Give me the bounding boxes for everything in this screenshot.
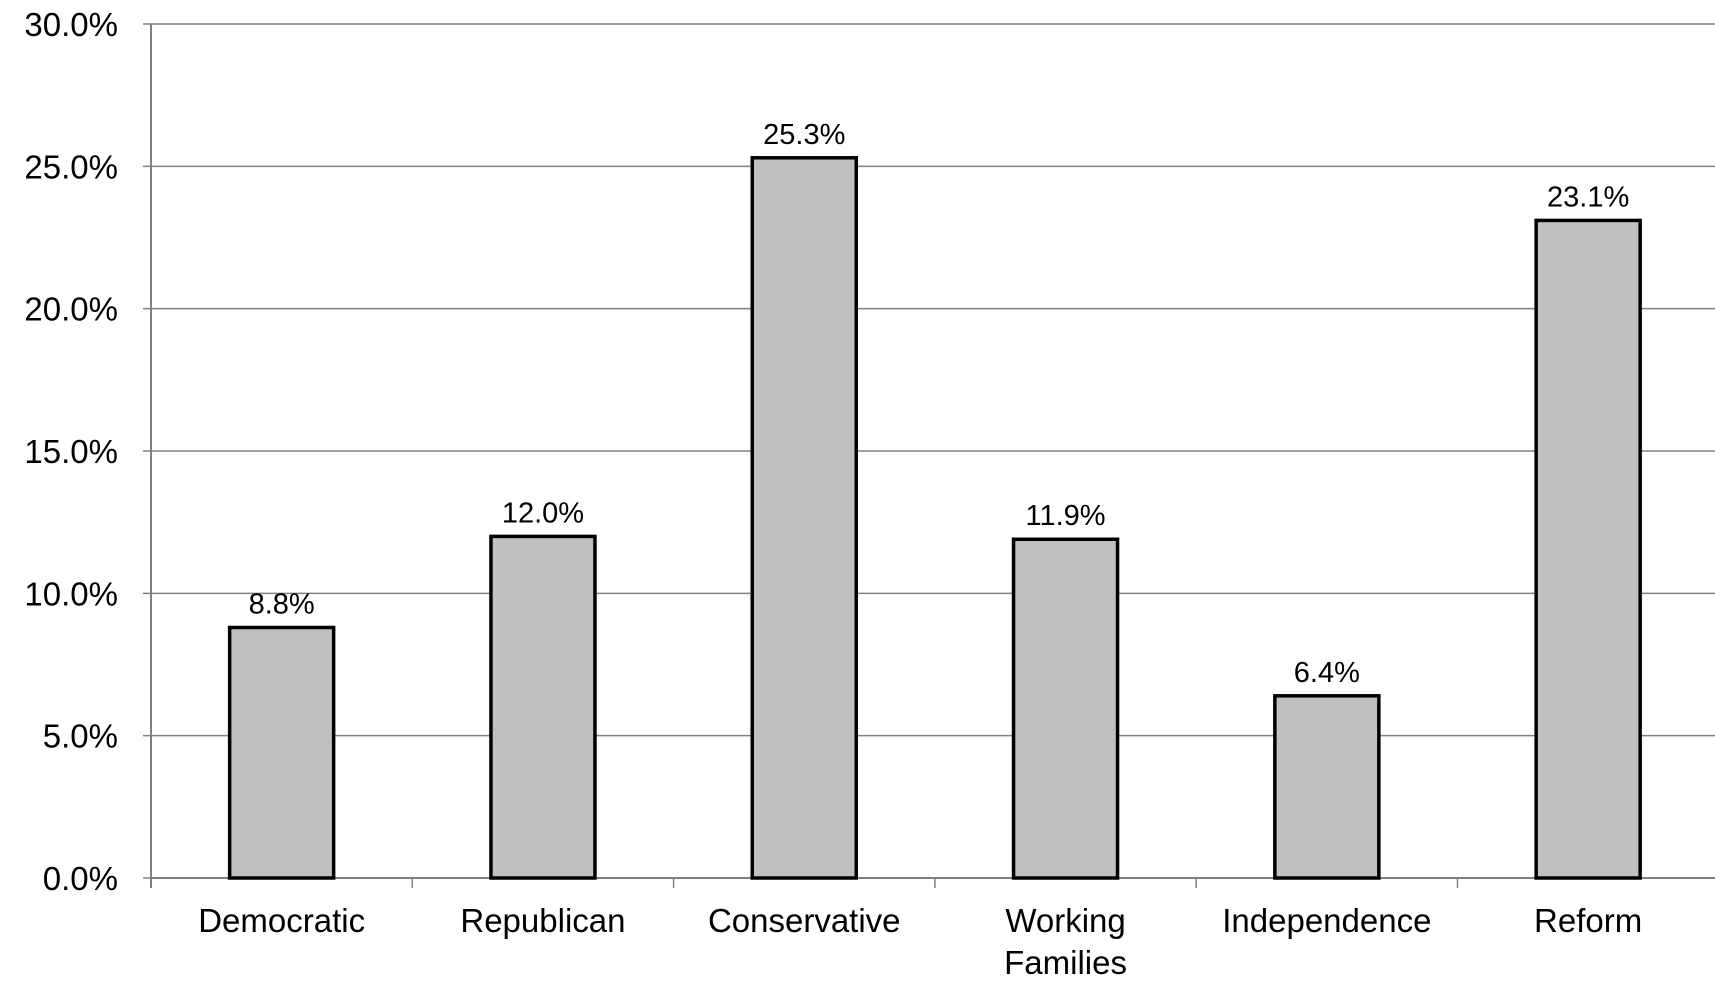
bar — [489, 534, 597, 880]
category-label: Working — [1005, 902, 1125, 939]
bar — [1273, 694, 1381, 880]
category-label: Reform — [1534, 902, 1642, 939]
data-label: 6.4% — [1294, 657, 1360, 689]
category-label: Independence — [1222, 902, 1431, 939]
gridlines — [143, 23, 1715, 879]
data-label: 11.9% — [1026, 500, 1106, 532]
bar — [1534, 218, 1642, 880]
category-label: Democratic — [198, 902, 365, 939]
category-label: Conservative — [708, 902, 901, 939]
data-label: 25.3% — [763, 119, 845, 151]
bar — [1011, 537, 1120, 880]
y-tick-label: 0.0% — [43, 860, 118, 897]
y-tick-label: 20.0% — [24, 291, 118, 328]
y-tick-label: 5.0% — [43, 718, 118, 755]
data-label: 8.8% — [249, 588, 315, 620]
data-label: 12.0% — [502, 497, 584, 529]
category-label: Republican — [460, 902, 625, 939]
y-tick-label: 15.0% — [24, 433, 118, 470]
y-tick-label: 25.0% — [24, 148, 118, 185]
axes — [150, 24, 1715, 888]
y-tick-label: 10.0% — [24, 575, 118, 612]
bar — [750, 156, 858, 880]
category-label: Families — [1004, 944, 1127, 981]
labels: 0.0% 5.0% 10.0% 15.0% 20.0% 25.0% 30.0% 8.8% Dem… — [24, 6, 1642, 981]
data-label: 23.1% — [1547, 181, 1629, 213]
y-tick-label: 30.0% — [24, 6, 118, 43]
bar — [227, 625, 336, 880]
bars — [227, 156, 1642, 880]
